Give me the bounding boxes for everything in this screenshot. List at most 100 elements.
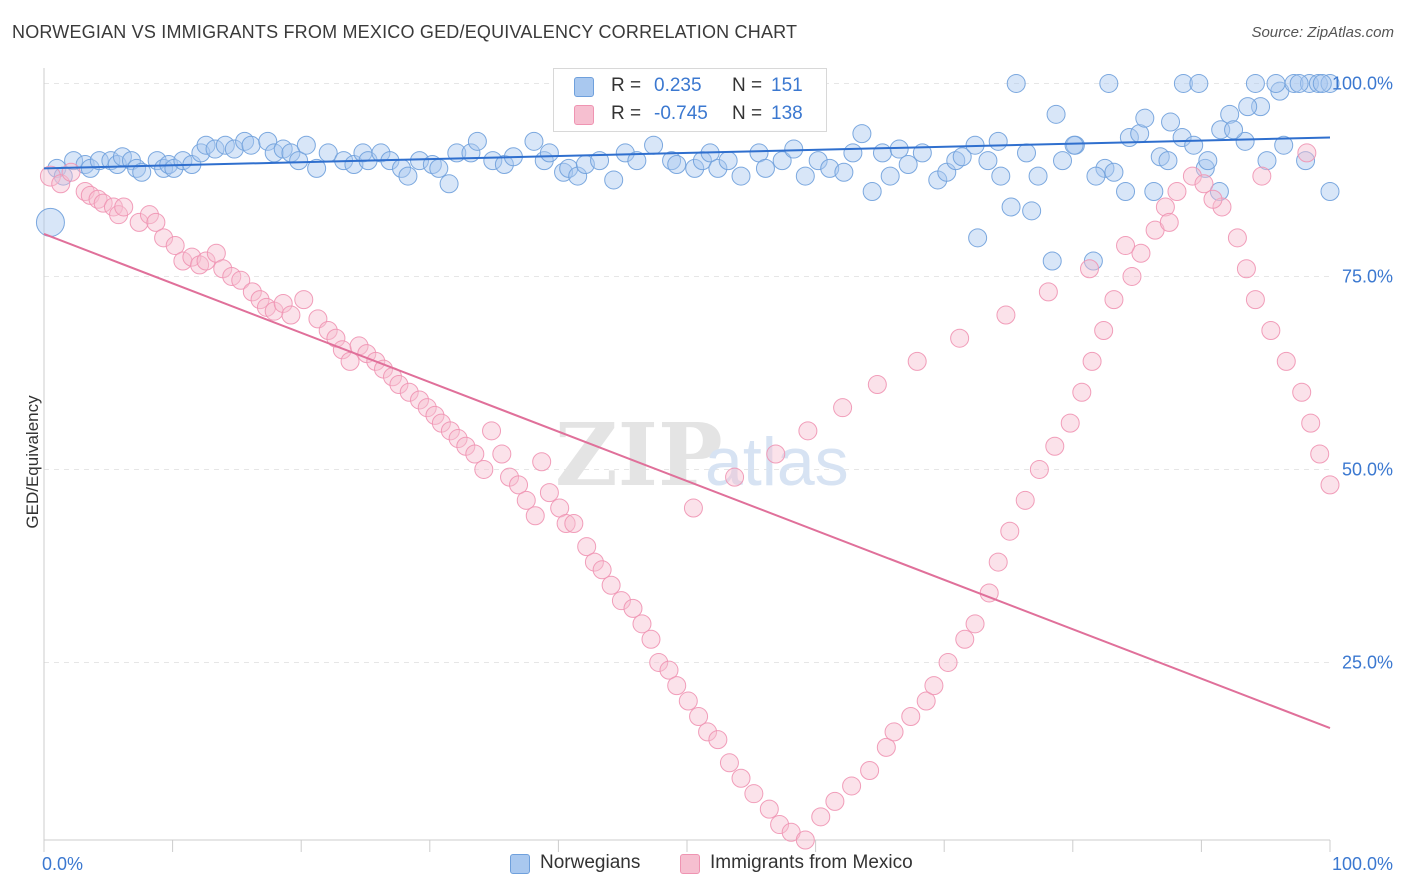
data-point: [683, 498, 703, 518]
data-point: [708, 730, 728, 750]
data-point: [1189, 73, 1209, 93]
data-point: [1104, 162, 1124, 182]
data-point: [955, 629, 975, 649]
trend-line-mexico: [43, 233, 1331, 729]
data-point: [965, 614, 985, 634]
data-point: [509, 475, 529, 495]
data-point: [1086, 166, 1106, 186]
data-point: [294, 290, 314, 310]
r-label: R =: [611, 75, 642, 96]
data-point: [1135, 108, 1155, 128]
data-point: [667, 676, 687, 696]
data-point: [604, 170, 624, 190]
data-point: [1158, 151, 1178, 171]
data-point: [1144, 182, 1164, 202]
data-point: [429, 158, 449, 178]
data-point: [1292, 382, 1312, 402]
chart-title: NORWEGIAN VS IMMIGRANTS FROM MEXICO GED/…: [12, 22, 798, 42]
n-value: 138: [771, 103, 803, 124]
data-point: [1182, 166, 1202, 186]
data-point: [1320, 182, 1340, 202]
data-point: [273, 293, 293, 313]
data-point: [258, 131, 278, 151]
data-point: [146, 212, 166, 232]
data-point: [539, 143, 559, 163]
data-point: [89, 151, 109, 171]
data-point: [667, 155, 687, 174]
data-point: [698, 722, 718, 742]
data-point: [766, 444, 786, 464]
data-point: [439, 174, 459, 194]
data-point: [759, 799, 779, 819]
data-point: [525, 506, 545, 526]
data-point: [1099, 73, 1119, 93]
data-point: [1266, 73, 1286, 93]
data-point: [1238, 97, 1258, 117]
data-point: [281, 305, 301, 325]
norwegians-swatch: [574, 77, 594, 97]
n-label: N =: [732, 75, 763, 96]
data-point: [64, 151, 84, 171]
data-point: [61, 162, 81, 182]
data-point: [564, 513, 584, 533]
data-point: [825, 791, 845, 811]
data-point: [35, 207, 65, 237]
data-point: [590, 151, 610, 171]
data-point: [93, 193, 113, 213]
data-point: [968, 228, 988, 248]
data-point: [474, 459, 494, 479]
data-point: [88, 189, 108, 209]
data-point: [744, 784, 764, 804]
data-point: [417, 398, 437, 418]
data-point: [862, 182, 882, 202]
data-point: [991, 166, 1011, 186]
data-point: [1297, 143, 1317, 163]
data-point: [770, 815, 790, 835]
data-point: [1320, 475, 1340, 495]
data-point: [554, 162, 574, 182]
data-point: [615, 143, 635, 163]
axes: [43, 68, 1331, 852]
data-point: [1236, 259, 1256, 279]
data-point: [250, 290, 270, 310]
data-point: [725, 467, 745, 487]
data-point: [1296, 151, 1316, 171]
stats-row-mexico: R = -0.745 N = 138: [554, 100, 826, 128]
data-point: [912, 143, 932, 163]
data-point: [1131, 243, 1151, 263]
data-point: [1224, 120, 1244, 140]
data-point: [440, 421, 460, 441]
mexico-swatch: [574, 105, 594, 125]
data-point: [1209, 182, 1229, 202]
data-point: [389, 375, 409, 395]
y-tick-label: 100.0%: [1332, 73, 1393, 93]
trend-line-norwegians: [43, 136, 1331, 170]
data-point: [1080, 259, 1100, 279]
r-value: -0.745: [654, 103, 708, 124]
data-point: [1045, 436, 1065, 456]
data-point: [1276, 351, 1296, 371]
data-point: [623, 598, 643, 618]
data-point: [1161, 112, 1181, 132]
data-point: [852, 124, 872, 144]
data-point: [988, 131, 1008, 151]
data-point: [1173, 73, 1193, 93]
data-point: [978, 151, 998, 171]
data-point: [1116, 236, 1136, 256]
data-point: [988, 552, 1008, 572]
data-point: [719, 753, 739, 773]
data-point: [425, 405, 445, 425]
data-point: [1104, 290, 1124, 310]
data-point: [834, 162, 854, 182]
data-point: [662, 151, 682, 171]
data-point: [399, 382, 419, 402]
n-value: 151: [771, 75, 803, 96]
data-point: [1094, 320, 1114, 340]
trend-lines: [43, 136, 1331, 729]
data-point: [833, 398, 853, 418]
data-point: [1203, 189, 1223, 209]
data-point: [907, 351, 927, 371]
data-point: [289, 151, 309, 171]
data-point: [1017, 143, 1037, 163]
data-point: [483, 151, 503, 171]
